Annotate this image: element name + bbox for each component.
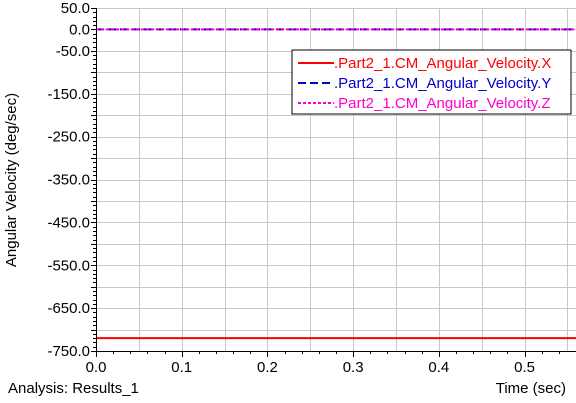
x-tick-label: 0.2	[257, 359, 278, 376]
y-tick-label: 0.0	[69, 21, 90, 38]
y-tick-label: -50.0	[56, 43, 90, 60]
y-tick-label: -750.0	[47, 343, 90, 360]
x-tick-label: 0.5	[514, 359, 535, 376]
y-tick-label: -150.0	[47, 86, 90, 103]
analysis-label: Analysis: Results_1	[8, 380, 139, 397]
legend-box	[291, 49, 572, 115]
y-axis-title: Angular Velocity (deg/sec)	[3, 93, 20, 267]
y-tick-label: -650.0	[47, 300, 90, 317]
x-tick-label: 0.3	[343, 359, 364, 376]
y-tick-label: 50.0	[61, 0, 90, 17]
legend-label-y: .Part2_1.CM_Angular_Velocity.Y	[334, 75, 551, 92]
y-tick-label: -550.0	[47, 257, 90, 274]
y-tick-label: -250.0	[47, 129, 90, 146]
legend-items: .Part2_1.CM_Angular_Velocity.X .Part2_1.C…	[298, 55, 551, 112]
series-layer	[96, 28, 576, 340]
y-tick-label: -450.0	[47, 214, 90, 231]
x-tick-label: 0.0	[86, 359, 107, 376]
axes	[91, 8, 576, 357]
x-tick-label: 0.1	[171, 359, 192, 376]
legend-label-x: .Part2_1.CM_Angular_Velocity.X	[334, 55, 551, 72]
legend: .Part2_1.CM_Angular_Velocity.X .Part2_1.C…	[291, 49, 572, 115]
y-tick-label: -350.0	[47, 172, 90, 189]
tick-labels: 50.0 0.0 -50.0 -150.0 -250.0 -350.0 -450.0 -550…	[47, 0, 535, 376]
x-axis-title: Time (sec)	[496, 380, 566, 397]
legend-label-z: .Part2_1.CM_Angular_Velocity.Z	[334, 95, 551, 112]
x-tick-label: 0.4	[428, 359, 449, 376]
